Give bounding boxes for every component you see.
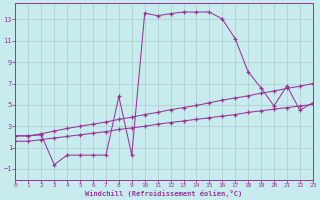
X-axis label: Windchill (Refroidissement éolien,°C): Windchill (Refroidissement éolien,°C) — [85, 190, 243, 197]
